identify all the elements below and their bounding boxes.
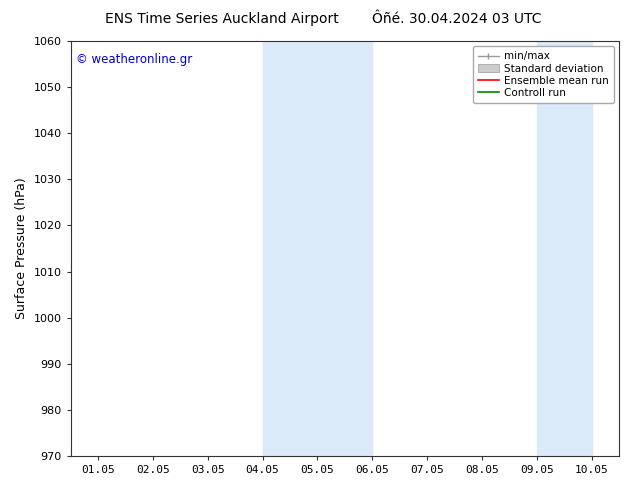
Y-axis label: Surface Pressure (hPa): Surface Pressure (hPa) <box>15 178 28 319</box>
Text: © weatheronline.gr: © weatheronline.gr <box>76 53 193 67</box>
Legend: min/max, Standard deviation, Ensemble mean run, Controll run: min/max, Standard deviation, Ensemble me… <box>472 46 614 103</box>
Text: ENS Time Series Auckland Airport: ENS Time Series Auckland Airport <box>105 12 339 26</box>
Bar <box>537 41 592 456</box>
Text: Ôñé. 30.04.2024 03 UTC: Ôñé. 30.04.2024 03 UTC <box>372 12 541 26</box>
Bar <box>262 41 372 456</box>
